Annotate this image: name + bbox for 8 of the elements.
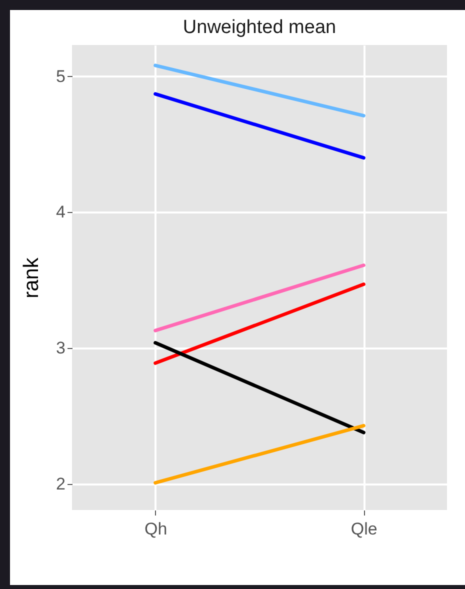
- y-tick-label: 4: [56, 202, 66, 222]
- y-tick-label: 2: [56, 474, 66, 494]
- y-axis-title: rank: [20, 257, 44, 298]
- x-tick-label: Qle: [350, 520, 378, 538]
- chart-title: Unweighted mean: [182, 17, 336, 38]
- y-tick-label: 3: [56, 338, 66, 358]
- x-tick-label: Qh: [144, 520, 168, 538]
- y-tick-label: 5: [56, 66, 66, 86]
